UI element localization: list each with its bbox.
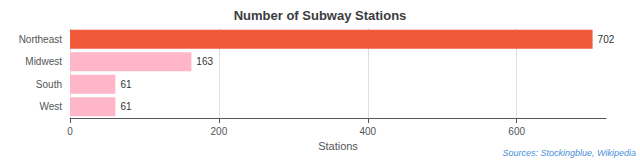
svg-text:Midwest: Midwest — [25, 56, 62, 67]
svg-text:61: 61 — [120, 101, 132, 112]
svg-text:Sources: Stockingblue, Wikiped: Sources: Stockingblue, Wikipedia — [503, 148, 637, 158]
svg-text:400: 400 — [359, 126, 376, 137]
svg-text:West: West — [39, 101, 62, 112]
svg-text:61: 61 — [120, 79, 132, 90]
svg-text:Stations: Stations — [318, 140, 358, 152]
svg-text:200: 200 — [211, 126, 228, 137]
svg-text:0: 0 — [67, 126, 73, 137]
svg-text:Number of Subway Stations: Number of Subway Stations — [234, 8, 407, 23]
svg-text:163: 163 — [196, 56, 213, 67]
svg-text:600: 600 — [508, 126, 525, 137]
svg-text:South: South — [36, 79, 62, 90]
svg-text:Northeast: Northeast — [19, 34, 63, 45]
svg-text:702: 702 — [598, 34, 615, 45]
